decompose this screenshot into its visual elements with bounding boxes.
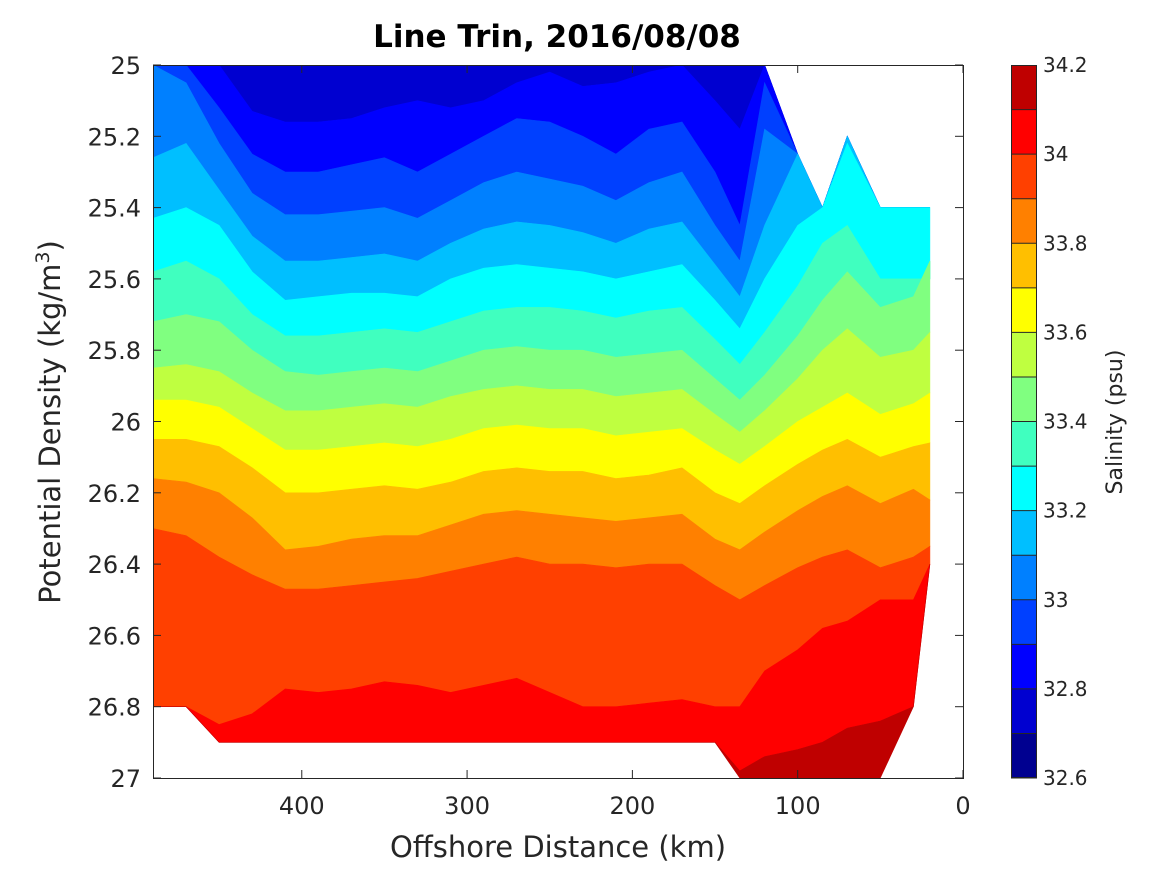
- colorbar-tick-label: 33: [1043, 588, 1068, 612]
- y-tick-label: 26.6: [88, 622, 141, 650]
- x-tick-label: 100: [775, 792, 821, 820]
- colorbar-swatch: [1011, 287, 1037, 333]
- colorbar: 32.6 32.8 33 33.2 33.4 33.6 33.8 34 34.2: [1011, 53, 1088, 790]
- contour-fill-layer: [153, 65, 931, 779]
- colorbar-swatch: [1011, 555, 1037, 600]
- y-axis-label-superscript: 3: [32, 251, 54, 263]
- colorbar-swatch: [1011, 421, 1037, 467]
- x-tick-label: 400: [279, 792, 325, 820]
- x-axis-label: Offshore Distance (km): [390, 830, 726, 864]
- colorbar-swatch: [1011, 733, 1037, 778]
- x-tick-label: 0: [955, 792, 970, 820]
- colorbar-tick-label: 33.6: [1043, 320, 1088, 344]
- colorbar-tick-label: 33.2: [1043, 499, 1088, 523]
- y-axis-ticks: 25 25.2 25.4 25.6 25.8 26 26.2 26.4 26.6 26.8 27: [88, 52, 963, 793]
- colorbar-frame: [1011, 65, 1037, 778]
- colorbar-swatch: [1011, 109, 1037, 155]
- colorbar-swatch: [1011, 198, 1037, 244]
- y-tick-label: 26.4: [88, 551, 141, 579]
- colorbar-tick-label: 33.4: [1043, 410, 1088, 434]
- colorbar-swatch: [1011, 466, 1037, 511]
- y-tick-label: 27: [110, 765, 141, 793]
- x-axis-ticks: 400 300 200 100 0: [279, 65, 971, 820]
- y-axis-label-close: ): [33, 240, 67, 251]
- colorbar-tick-label: 32.8: [1043, 677, 1088, 701]
- y-tick-label: 26: [110, 409, 141, 437]
- y-tick-label: 25.2: [88, 123, 141, 151]
- colorbar-swatch: [1011, 243, 1037, 288]
- colorbar-tick-label: 33.8: [1043, 231, 1088, 255]
- colorbar-swatch: [1011, 644, 1037, 689]
- y-tick-label: 26.8: [88, 694, 141, 722]
- colorbar-tick-label: 34.2: [1043, 53, 1088, 77]
- colorbar-swatch: [1011, 332, 1037, 377]
- y-tick-label: 25.6: [88, 266, 141, 294]
- colorbar-swatch: [1011, 599, 1037, 645]
- colorbar-label: Salinity (psu): [1103, 350, 1128, 495]
- y-tick-label: 26.2: [88, 480, 141, 508]
- colorbar-tick-label: 34: [1043, 142, 1068, 166]
- colorbar-swatch: [1011, 510, 1037, 556]
- chart-title: Line Trin, 2016/08/08: [373, 19, 741, 55]
- y-axis-label: Potential Density (kg/m3): [32, 240, 67, 604]
- x-tick-label: 200: [609, 792, 655, 820]
- colorbar-tick-label: 32.6: [1043, 766, 1088, 790]
- y-axis-label-main: Potential Density (kg/m: [33, 264, 67, 604]
- y-tick-label: 25: [110, 52, 141, 80]
- colorbar-swatch: [1011, 376, 1037, 422]
- colorbar-swatch: [1011, 65, 1037, 110]
- y-tick-label: 25.8: [88, 337, 141, 365]
- colorbar-swatch: [1011, 154, 1037, 199]
- colorbar-swatch: [1011, 688, 1037, 734]
- x-tick-label: 300: [444, 792, 490, 820]
- axes: 25 25.2 25.4 25.6 25.8 26 26.2 26.4 26.6 26.8 27 4…: [88, 52, 971, 820]
- salinity-band-34.1-34.2: [153, 564, 931, 779]
- y-tick-label: 25.4: [88, 195, 141, 223]
